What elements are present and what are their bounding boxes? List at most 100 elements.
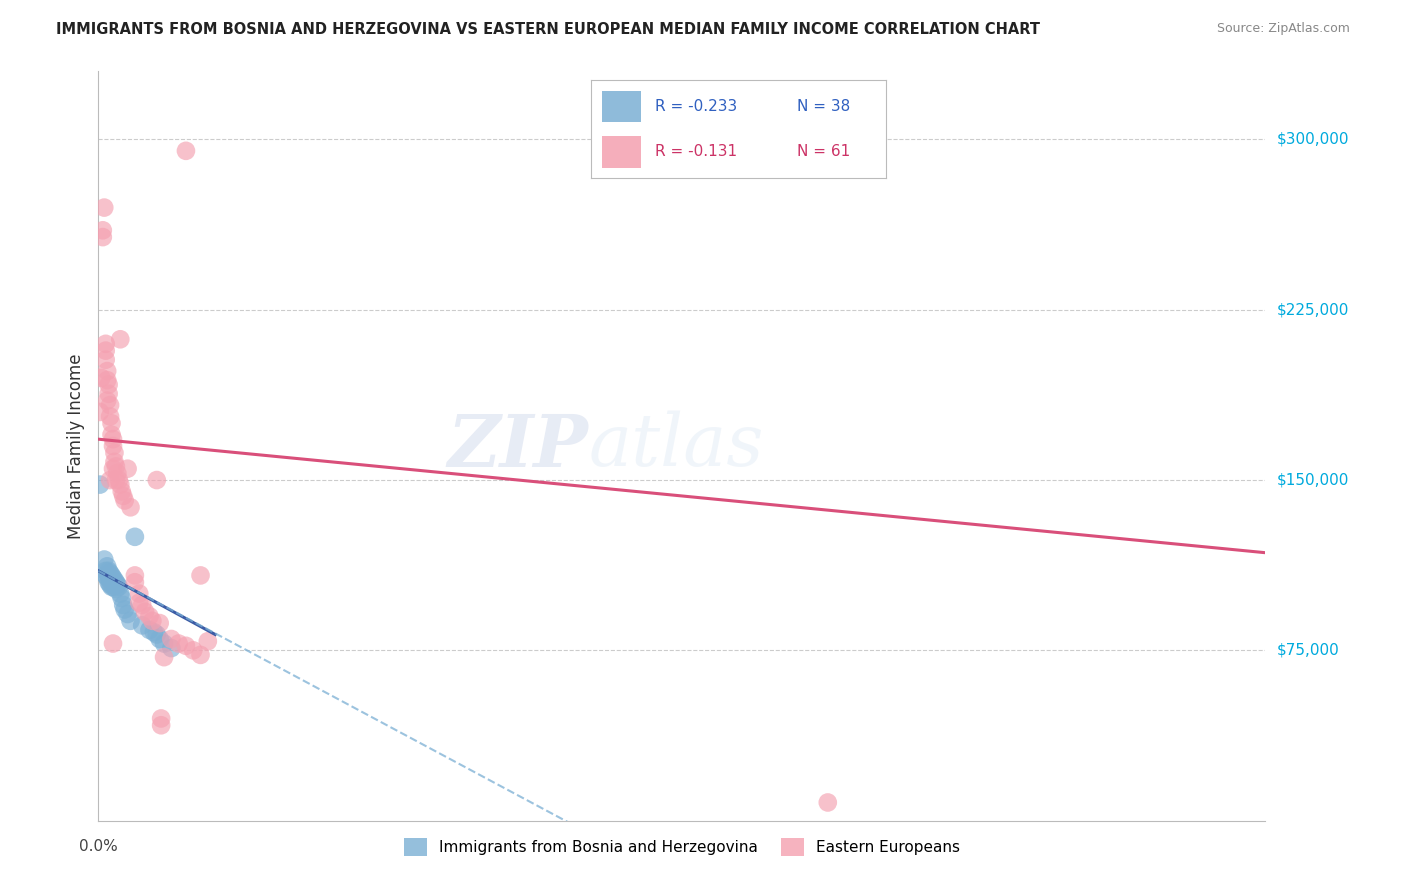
Point — [93, 201, 115, 215]
Point — [98, 473, 121, 487]
Point — [94, 568, 117, 582]
Text: N = 38: N = 38 — [797, 99, 851, 114]
Point — [89, 405, 111, 419]
Text: IMMIGRANTS FROM BOSNIA AND HERZEGOVINA VS EASTERN EUROPEAN MEDIAN FAMILY INCOME : IMMIGRANTS FROM BOSNIA AND HERZEGOVINA V… — [56, 22, 1040, 37]
Text: atlas: atlas — [589, 410, 763, 482]
Point — [98, 409, 121, 424]
Point — [117, 607, 139, 621]
Point — [94, 352, 117, 367]
Point — [100, 580, 122, 594]
Point — [110, 586, 132, 600]
Point — [96, 364, 118, 378]
Text: Source: ZipAtlas.com: Source: ZipAtlas.com — [1216, 22, 1350, 36]
Point — [96, 559, 118, 574]
Point — [105, 577, 128, 591]
Point — [100, 417, 122, 431]
Point — [112, 598, 135, 612]
Text: R = -0.131: R = -0.131 — [655, 145, 738, 160]
Point — [96, 393, 118, 408]
Point — [103, 573, 125, 587]
Point — [94, 336, 117, 351]
Point — [146, 473, 169, 487]
Point — [97, 377, 120, 392]
Point — [97, 575, 120, 590]
Point — [181, 643, 204, 657]
Point — [103, 577, 125, 591]
Point — [96, 571, 118, 585]
Point — [94, 564, 117, 578]
Point — [98, 577, 121, 591]
Text: ZIP: ZIP — [447, 410, 589, 482]
Point — [120, 614, 142, 628]
Point — [98, 573, 121, 587]
Point — [101, 432, 124, 446]
Point — [97, 386, 120, 401]
Text: 0.0%: 0.0% — [79, 838, 118, 854]
Point — [100, 568, 122, 582]
Point — [142, 625, 165, 640]
Text: $150,000: $150,000 — [1277, 473, 1348, 488]
Point — [94, 343, 117, 358]
Point — [128, 596, 150, 610]
Point — [101, 575, 124, 590]
Point — [149, 616, 172, 631]
Point — [150, 711, 173, 725]
Text: $225,000: $225,000 — [1277, 302, 1348, 318]
Point — [103, 455, 125, 469]
Point — [110, 332, 132, 346]
Point — [104, 582, 127, 596]
Point — [101, 636, 124, 650]
Point — [114, 602, 136, 616]
Point — [104, 575, 127, 590]
Point — [141, 614, 163, 628]
Text: $300,000: $300,000 — [1277, 132, 1348, 147]
Point — [101, 571, 124, 585]
Point — [197, 634, 219, 648]
Point — [138, 609, 160, 624]
Point — [190, 648, 212, 662]
Point — [91, 223, 114, 237]
Point — [100, 573, 122, 587]
Point — [93, 552, 115, 566]
Bar — [602, 91, 641, 122]
Point — [160, 641, 183, 656]
Point — [817, 796, 839, 810]
Point — [104, 473, 127, 487]
Point — [153, 650, 176, 665]
Point — [100, 427, 122, 442]
Point — [174, 639, 197, 653]
Point — [149, 632, 172, 646]
Point — [112, 489, 135, 503]
Point — [124, 575, 146, 590]
Text: $75,000: $75,000 — [1277, 643, 1340, 657]
Point — [89, 477, 111, 491]
Point — [150, 718, 173, 732]
Point — [104, 459, 127, 474]
Point — [114, 493, 136, 508]
Point — [131, 598, 153, 612]
Point — [98, 566, 121, 581]
Point — [124, 568, 146, 582]
Point — [131, 618, 153, 632]
Point — [146, 627, 169, 641]
Point — [111, 591, 134, 606]
Point — [153, 636, 176, 650]
Point — [108, 473, 131, 487]
Text: N = 61: N = 61 — [797, 145, 851, 160]
Point — [96, 373, 118, 387]
Text: R = -0.233: R = -0.233 — [655, 99, 738, 114]
Point — [101, 580, 124, 594]
Point — [138, 623, 160, 637]
Point — [108, 580, 131, 594]
Y-axis label: Median Family Income: Median Family Income — [66, 353, 84, 539]
Point — [97, 568, 120, 582]
Point — [128, 586, 150, 600]
Point — [117, 461, 139, 475]
Point — [190, 568, 212, 582]
Point — [105, 467, 128, 481]
Point — [103, 446, 125, 460]
Point — [110, 477, 132, 491]
Point — [124, 530, 146, 544]
Point — [97, 564, 120, 578]
Legend: Immigrants from Bosnia and Herzegovina, Eastern Europeans: Immigrants from Bosnia and Herzegovina, … — [398, 832, 966, 862]
